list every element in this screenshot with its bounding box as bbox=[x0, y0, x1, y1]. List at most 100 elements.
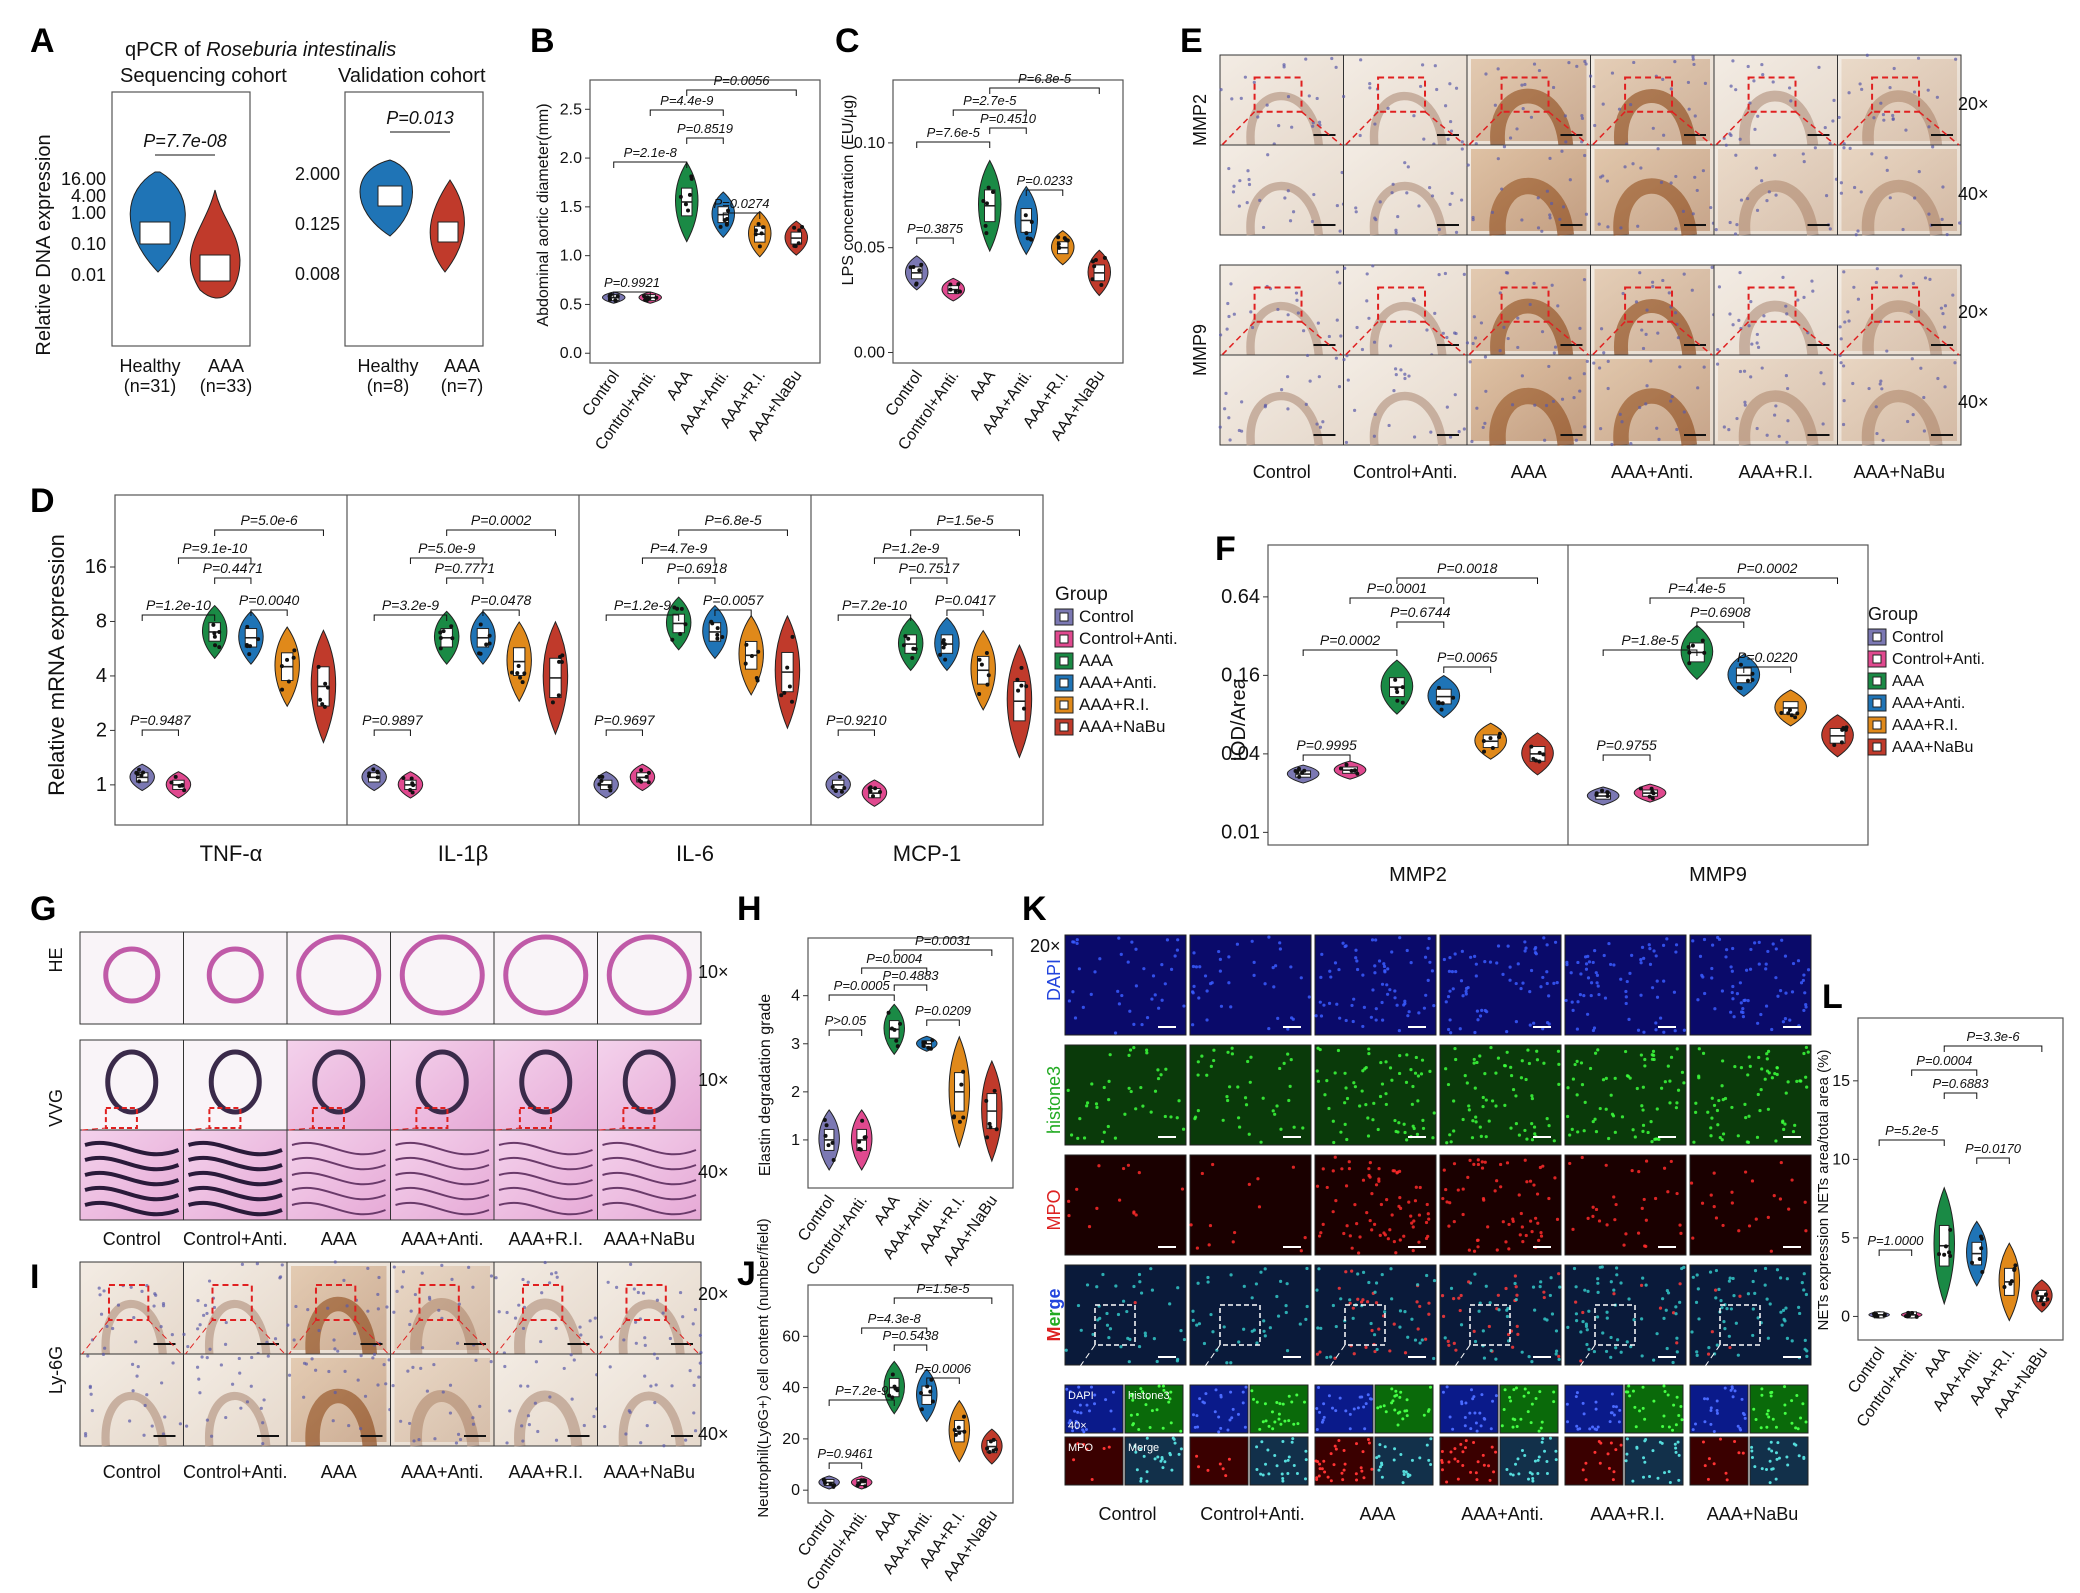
fluor-signal bbox=[1566, 1086, 1570, 1090]
nucleus bbox=[259, 1406, 263, 1410]
fluor-signal bbox=[1169, 1421, 1173, 1425]
fluor-signal bbox=[1362, 1476, 1366, 1480]
row-label-vvg: VVG bbox=[46, 1089, 66, 1127]
micrograph-tile bbox=[79, 1129, 184, 1221]
fluor-signal bbox=[1219, 1426, 1223, 1430]
nucleus bbox=[1449, 129, 1454, 133]
fluor-signal bbox=[1625, 1074, 1630, 1078]
nucleus bbox=[649, 1384, 653, 1388]
fluor-signal bbox=[1715, 1408, 1719, 1412]
fluor-signal bbox=[1677, 1413, 1681, 1417]
data-point bbox=[1451, 695, 1456, 700]
fluor-signal bbox=[1679, 1404, 1683, 1408]
fluor-signal bbox=[1217, 1415, 1221, 1419]
fluor-signal bbox=[1501, 1220, 1505, 1224]
fluor-signal bbox=[1203, 974, 1208, 978]
fluor-signal bbox=[1392, 1240, 1396, 1244]
nucleus bbox=[1540, 330, 1545, 334]
fluor-signal bbox=[1370, 1228, 1374, 1232]
fluor-signal bbox=[1729, 965, 1733, 969]
micrograph-tile bbox=[493, 1039, 598, 1131]
nucleus bbox=[90, 1409, 94, 1413]
fluor-signal bbox=[1428, 1069, 1432, 1073]
fluor-signal bbox=[1622, 1243, 1626, 1247]
fluor-signal bbox=[1287, 1394, 1291, 1398]
zoom-box bbox=[1469, 1304, 1511, 1346]
fluor-signal bbox=[1515, 1324, 1519, 1328]
fluor-signal bbox=[1412, 1219, 1416, 1223]
fluor-signal bbox=[1202, 1341, 1207, 1346]
fluor-signal bbox=[1108, 1327, 1113, 1331]
fluor-signal bbox=[1566, 1420, 1570, 1424]
fluor-signal bbox=[1751, 1279, 1755, 1284]
nucleus bbox=[1953, 361, 1957, 365]
nucleus bbox=[237, 1356, 241, 1361]
fluor-signal bbox=[1573, 1062, 1577, 1067]
fluor-signal bbox=[1405, 1409, 1409, 1413]
nucleus bbox=[1801, 152, 1805, 156]
nucleus bbox=[1715, 362, 1720, 366]
nucleus bbox=[411, 1365, 415, 1370]
mag-label: 40× bbox=[1958, 392, 1989, 412]
fluor-signal bbox=[1397, 1028, 1401, 1033]
fluor-signal bbox=[1134, 1450, 1138, 1454]
fluor-signal bbox=[1537, 1238, 1541, 1242]
fluor-signal bbox=[1638, 1409, 1642, 1413]
fluor-signal bbox=[1137, 1344, 1142, 1349]
fluor-signal bbox=[1796, 959, 1801, 963]
data-point bbox=[1832, 743, 1837, 748]
data-point bbox=[1015, 677, 1020, 682]
fluor-signal bbox=[1218, 969, 1222, 973]
micrograph-tile bbox=[390, 1129, 495, 1221]
fluor-signal bbox=[1200, 1054, 1204, 1058]
fluor-signal bbox=[1229, 1361, 1233, 1365]
fluor-signal bbox=[1093, 1402, 1097, 1406]
fluor-signal bbox=[1424, 1337, 1428, 1341]
data-point bbox=[2012, 1266, 2017, 1271]
elastin-fiber bbox=[187, 1171, 283, 1187]
data-point bbox=[1395, 698, 1400, 703]
nucleus bbox=[1368, 86, 1372, 90]
data-point bbox=[1349, 768, 1354, 773]
nucleus bbox=[1709, 205, 1713, 210]
fluor-signal bbox=[1570, 1127, 1574, 1131]
nucleus bbox=[1327, 334, 1331, 339]
tissue-wall bbox=[205, 1299, 271, 1355]
fluor-signal bbox=[1525, 1180, 1529, 1184]
data-point bbox=[320, 702, 325, 707]
x-label: AAA bbox=[871, 1192, 903, 1228]
panel-h-ylabel: Elastin degradation grade bbox=[757, 994, 774, 1176]
fluor-signal bbox=[1574, 1395, 1578, 1399]
nucleus bbox=[1669, 181, 1673, 185]
fluor-signal bbox=[1348, 1298, 1352, 1302]
fluor-signal bbox=[1077, 1385, 1081, 1389]
nucleus bbox=[1417, 204, 1421, 208]
fluor-signal bbox=[1472, 1057, 1476, 1062]
nucleus bbox=[1837, 115, 1841, 120]
panel-l-ylabel: NETs expression NETs area/total area (%) bbox=[1815, 1050, 1832, 1331]
nucleus bbox=[1588, 74, 1593, 78]
mag-label: 20× bbox=[1030, 936, 1061, 956]
pvalue-label: P=0.0209 bbox=[915, 1003, 971, 1018]
fluor-signal bbox=[1441, 1196, 1445, 1201]
stain-overlay bbox=[1471, 149, 1587, 231]
fluor-signal bbox=[1364, 1345, 1368, 1349]
fluor-signal bbox=[1721, 1132, 1726, 1136]
fluor-signal bbox=[1532, 1183, 1536, 1187]
fluor-signal bbox=[1153, 1089, 1158, 1093]
nucleus bbox=[593, 1316, 597, 1320]
nucleus bbox=[1584, 212, 1589, 216]
vessel-ring bbox=[503, 934, 589, 1016]
nucleus bbox=[1425, 328, 1429, 332]
fluor-signal bbox=[1730, 990, 1734, 995]
fluor-signal bbox=[1065, 1387, 1069, 1391]
data-point bbox=[557, 654, 562, 659]
fluor-signal bbox=[1804, 1005, 1808, 1009]
fluor-signal bbox=[1662, 1384, 1666, 1388]
nucleus bbox=[1548, 216, 1552, 220]
fluor-signal bbox=[1089, 1385, 1093, 1389]
panel-l: L NETs expression NETs area/total area (… bbox=[1815, 978, 2064, 1430]
fluor-signal bbox=[1354, 1472, 1358, 1476]
fluor-signal bbox=[1774, 1139, 1778, 1143]
nucleus bbox=[634, 1341, 638, 1345]
